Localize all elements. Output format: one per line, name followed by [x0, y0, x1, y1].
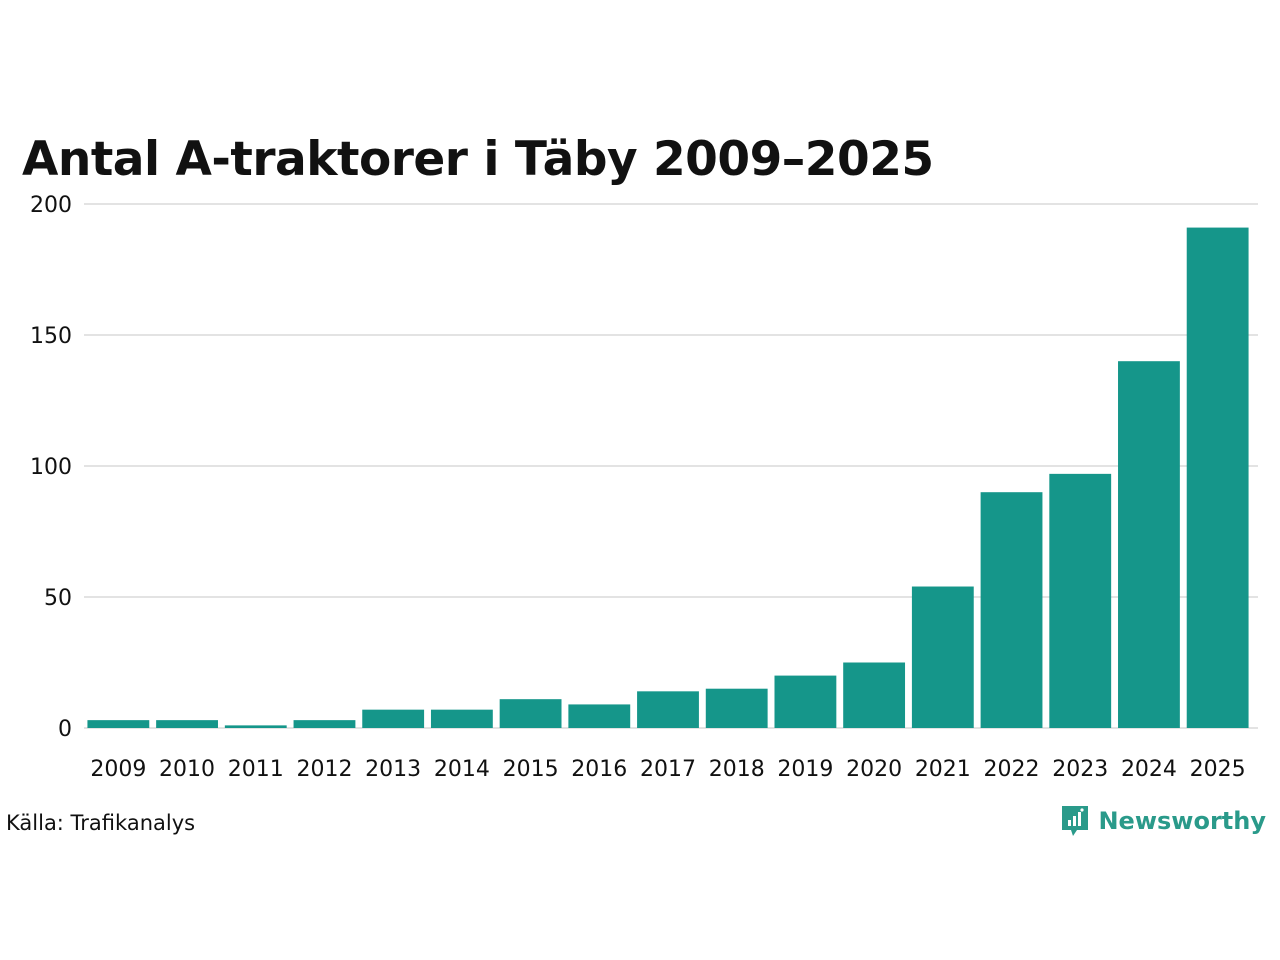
x-tick-label: 2014 [434, 757, 490, 782]
bar-2017 [637, 691, 699, 728]
chart-title: Antal A-traktorer i Täby 2009–2025 [22, 132, 934, 187]
bar-2022 [980, 492, 1043, 728]
bar-2025 [1186, 227, 1249, 728]
x-tick-label: 2021 [915, 757, 971, 782]
x-tick-label: 2018 [709, 757, 765, 782]
x-tick-label: 2009 [90, 757, 146, 782]
brand-name: Newsworthy [1098, 807, 1266, 835]
bar-2015 [499, 699, 562, 728]
y-tick-label: 50 [44, 586, 72, 611]
x-tick-label: 2011 [228, 757, 284, 782]
newsworthy-logo-icon [1062, 806, 1089, 836]
x-tick-label: 2012 [296, 757, 352, 782]
y-tick-labels: 0 50 100 150 200 [30, 193, 72, 742]
x-tick-label: 2016 [571, 757, 627, 782]
x-tick-label: 2017 [640, 757, 696, 782]
y-tick-label: 100 [30, 455, 72, 480]
bar-2016 [568, 704, 631, 728]
brand: Newsworthy [1060, 804, 1266, 838]
source-note: Källa: Trafikanalys [6, 811, 196, 835]
x-tick-labels: 2009 2010 2011 2012 2013 2014 2015 2016 2017 2018… [90, 757, 1245, 782]
y-tick-label: 150 [30, 324, 72, 349]
bar-2024 [1118, 361, 1180, 728]
x-tick-label: 2013 [365, 757, 421, 782]
bar-2023 [1049, 473, 1112, 728]
bar-2014 [430, 709, 493, 728]
x-tick-label: 2019 [777, 757, 833, 782]
x-tick-label: 2025 [1190, 757, 1246, 782]
bar-2011 [224, 725, 287, 728]
y-tick-label: 0 [58, 717, 72, 742]
bar-2020 [843, 662, 906, 728]
x-tick-label: 2015 [503, 757, 559, 782]
x-tick-label: 2023 [1052, 757, 1108, 782]
x-tick-label: 2022 [984, 757, 1040, 782]
bar-2019 [774, 675, 837, 728]
bar-2012 [293, 720, 356, 728]
bar-2021 [911, 586, 974, 728]
x-tick-label: 2024 [1121, 757, 1177, 782]
bar-2009 [87, 720, 150, 728]
x-tick-label: 2020 [846, 757, 902, 782]
y-tick-label: 200 [30, 193, 72, 218]
bar-2010 [156, 720, 218, 728]
x-tick-label: 2010 [159, 757, 215, 782]
bar-2018 [705, 688, 768, 728]
bar-2013 [362, 709, 425, 728]
bars [87, 227, 1249, 728]
